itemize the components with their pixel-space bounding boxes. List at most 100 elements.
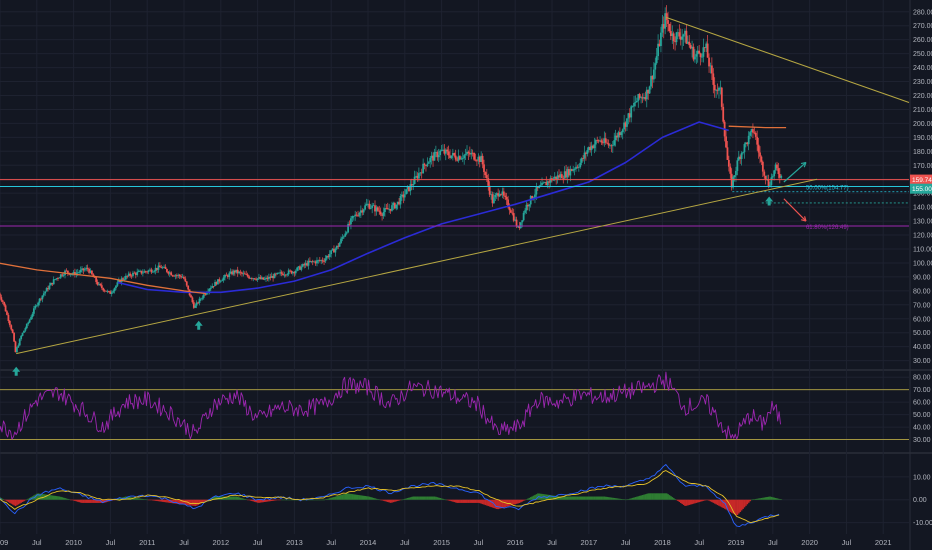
histogram-bar [466,499,468,503]
candle-body [454,155,457,160]
candle-body [342,236,345,238]
candle-body [275,273,277,275]
candle-body [409,184,412,192]
candle-up [733,174,736,182]
candle-up [535,182,538,200]
candle-down [471,149,474,157]
histogram-bar [293,499,296,501]
candle-body [126,275,129,277]
candle-body [531,195,534,200]
candle-down [337,243,340,250]
candle-down [692,43,695,62]
candle-body [539,185,542,187]
candle-body [136,271,139,275]
histogram-bar [269,499,272,502]
candle-down [408,186,410,193]
candle-body [359,210,362,213]
candle-body [292,271,294,274]
candle-up [351,215,354,222]
candle-body [546,181,549,186]
candle-body [504,195,507,197]
candle-down [672,31,675,50]
histogram-bar [728,499,730,512]
candle-body [173,275,175,277]
macd-pane[interactable] [0,464,783,528]
candle-down [82,268,85,274]
histogram-bar [423,496,426,500]
histogram-bar [430,496,433,500]
histogram-bar [96,499,99,503]
histogram-bar [263,499,266,503]
rsi-pane[interactable] [0,371,909,440]
histogram-bar [776,498,778,500]
candle-up [277,272,280,274]
candle-down [669,22,672,40]
candle-body [10,325,13,330]
candle-body [664,13,667,29]
histogram-bar [92,499,95,503]
histogram-bar [624,499,627,501]
histogram-bar [309,499,311,501]
candle-up [195,300,198,309]
histogram-bar [699,499,702,502]
histogram-bar [249,499,252,501]
histogram-bar [161,499,164,502]
candle-body [321,260,324,262]
x-tick-label: Jul [179,538,189,547]
candle-body [674,41,676,43]
histogram-bar [413,496,416,500]
histogram-bar [563,496,566,500]
histogram-bar [459,499,461,503]
histogram-bar [237,496,239,500]
histogram-bar [401,499,403,501]
histogram-bar [647,493,650,500]
candle-down [7,312,10,324]
candle-down [374,200,376,217]
candle-down [306,260,308,267]
candle-down [761,160,764,178]
candle-up [163,264,166,268]
candle-up [116,279,119,288]
candle-body [742,152,744,154]
histogram-bar [539,493,542,500]
histogram-bar [119,498,122,500]
candle-body [577,167,580,168]
candle-up [79,266,82,275]
candle-up [362,208,365,216]
histogram-bar [232,496,235,500]
candle-body [423,163,426,166]
candle-body [505,196,508,200]
candle-body [398,201,400,205]
candle-up [216,279,219,285]
x-tick-label: 2010 [65,538,82,547]
price-pane[interactable]: 50.00%(154.77)61.80%(126.49) [0,5,910,376]
candle-down [192,300,195,309]
histogram-bar [697,499,699,503]
candle-body [528,204,531,207]
candle-up [112,289,115,294]
histogram-bar [364,495,366,500]
histogram-bar [522,499,525,501]
histogram-bar [283,499,286,501]
histogram-bar [747,499,750,503]
rsi-tick-label: 50.00 [913,412,931,419]
candle-body [149,269,151,271]
candle-body [720,87,723,107]
histogram-bar [671,497,674,500]
candle-up [422,158,425,174]
candle-body [57,278,59,279]
candle-up [660,26,662,53]
histogram-bar [143,499,146,500]
candle-body [44,291,47,294]
candle-up [345,231,348,235]
candle-body [66,270,69,273]
candle-body [190,295,192,298]
candle-down [323,258,325,266]
candle-up [391,201,393,212]
histogram-bar [501,499,504,508]
histogram-bar [677,499,679,502]
candle-body [372,205,375,207]
candle-up [614,129,617,147]
candle-down [592,144,594,149]
